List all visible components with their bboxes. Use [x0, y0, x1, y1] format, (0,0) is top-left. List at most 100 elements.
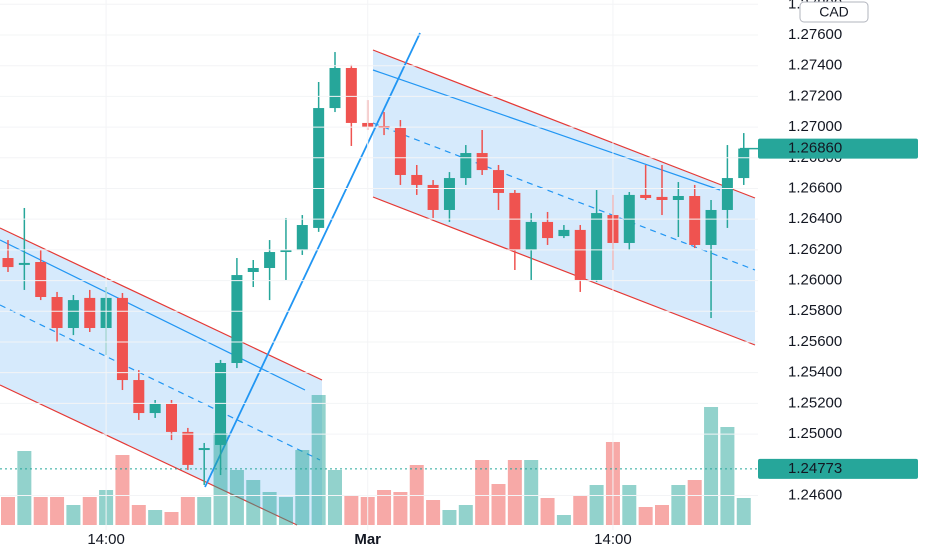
- y-tick-label: 1.26000: [788, 272, 842, 289]
- channel-line: [372, 196, 756, 346]
- candle-body: [493, 170, 504, 193]
- last-price-badge: [758, 138, 918, 159]
- candle-body: [215, 363, 227, 445]
- volume-bar: [622, 485, 637, 525]
- x-tick-label: 14:00: [594, 531, 632, 548]
- volume-bar: [311, 395, 326, 525]
- volume-bar: [687, 480, 702, 525]
- volume-bar: [524, 460, 539, 525]
- x-tick-label: Mar: [354, 531, 381, 548]
- volume-bar: [458, 505, 473, 525]
- candle-body: [313, 108, 325, 228]
- y-tick-label: 1.26600: [788, 179, 842, 196]
- marker-label: 1.24773: [788, 460, 842, 477]
- volume-bar: [131, 505, 146, 525]
- y-tick-label: 1.24600: [788, 486, 842, 503]
- volume-bar: [262, 492, 277, 525]
- candle-body: [689, 196, 701, 245]
- volume-bar: [638, 507, 653, 525]
- volume-bar: [180, 497, 195, 525]
- candle-body: [2, 258, 14, 268]
- candle-body: [558, 229, 570, 237]
- candle-body: [329, 67, 341, 109]
- y-tick-label: 1.25800: [788, 302, 842, 319]
- candle-body: [591, 213, 603, 280]
- drawings: [0, 32, 756, 526]
- volume-bar: [66, 505, 81, 525]
- last-price-label: 1.26860: [788, 140, 842, 157]
- volume-bar: [33, 497, 48, 525]
- volume-bar: [148, 510, 163, 525]
- candle-body: [640, 194, 652, 199]
- volume-bar: [229, 470, 244, 525]
- channel-mid: [0, 239, 306, 391]
- candle-body: [198, 448, 210, 451]
- y-tick-label: 1.27200: [788, 87, 842, 104]
- volume-bar: [328, 470, 342, 525]
- candle-body: [166, 403, 177, 432]
- volume-bar: [115, 455, 130, 525]
- volume-bar: [573, 495, 588, 525]
- volume-bar: [491, 484, 506, 525]
- candle-body: [721, 178, 733, 210]
- candle-body: [460, 153, 472, 179]
- candle-body: [182, 431, 194, 465]
- candle-body: [411, 174, 423, 185]
- volume-bar: [344, 495, 359, 525]
- y-tick-label: 1.25600: [788, 333, 842, 350]
- currency-box: [799, 1, 869, 23]
- volume-bar: [246, 480, 261, 525]
- volume-bar: [556, 515, 571, 525]
- volume-bar: [82, 497, 97, 525]
- volume-bar: [720, 427, 735, 525]
- volume-bar: [540, 498, 555, 525]
- candle-body: [525, 221, 537, 251]
- volume-bar: [1, 497, 15, 525]
- y-tick-label: 1.26200: [788, 241, 842, 258]
- channel-line: [372, 49, 756, 199]
- candle-body: [247, 267, 259, 272]
- candle-body: [264, 252, 276, 268]
- y-tick-label: 1.27400: [788, 57, 842, 74]
- volume-bar: [475, 460, 490, 525]
- y-tick-label: 1.27000: [788, 118, 842, 135]
- candle-body: [542, 221, 554, 239]
- volume-bar: [17, 451, 32, 525]
- candle-body: [394, 128, 406, 175]
- candle-body: [738, 148, 750, 179]
- volume-bar: [671, 485, 686, 525]
- candle-body: [476, 153, 488, 171]
- candle-body: [672, 196, 684, 200]
- volume-bar: [589, 485, 604, 525]
- volume-bar: [426, 500, 441, 525]
- volume-bar: [295, 450, 310, 525]
- candle-body: [67, 300, 79, 329]
- currency: CAD: [819, 4, 849, 20]
- candle-body: [574, 229, 586, 280]
- candle-body: [509, 192, 521, 251]
- volume-bar: [377, 490, 392, 525]
- candle-body: [345, 67, 357, 123]
- volume-bar: [507, 460, 522, 525]
- x-tick-label: 14:00: [87, 531, 125, 548]
- candle-body: [427, 184, 439, 210]
- volume-bar: [197, 497, 212, 525]
- channel-fill: [0, 228, 322, 525]
- volume-bar: [393, 492, 408, 525]
- y-tick-label: 1.27600: [788, 26, 842, 43]
- candle-body: [84, 297, 96, 329]
- volume-bar: [164, 512, 179, 525]
- volume: [1, 395, 751, 525]
- y-tick-label: 1.26400: [788, 210, 842, 227]
- channel-fill: [373, 50, 755, 345]
- candle-body: [296, 225, 308, 251]
- candle-body: [280, 250, 292, 253]
- y-tick-label: 1.25000: [788, 425, 842, 442]
- volume-bar: [704, 407, 719, 525]
- candle-body: [705, 209, 717, 245]
- channel-dash: [0, 304, 321, 461]
- y-tick-label: 1.25400: [788, 364, 842, 381]
- candle-body: [149, 403, 161, 414]
